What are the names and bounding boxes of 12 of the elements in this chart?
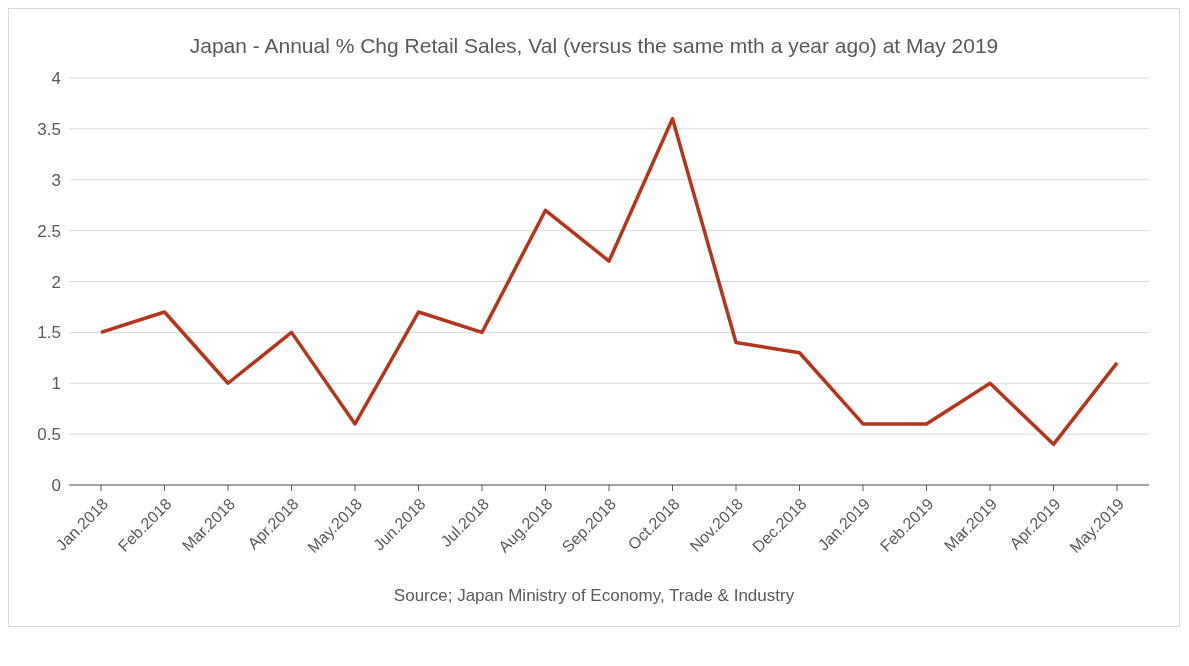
y-tick-label: 2.5 xyxy=(37,221,61,241)
y-tick-label: 1 xyxy=(51,374,61,394)
y-tick-label: 0 xyxy=(51,476,61,496)
source-note: Source; Japan Ministry of Economy, Trade & Industry xyxy=(392,586,796,607)
y-tick-label: 4 xyxy=(51,69,61,89)
line-series xyxy=(99,116,1119,447)
y-tick-label: 0.5 xyxy=(37,425,61,445)
y-tick-label: 1.5 xyxy=(37,323,61,343)
y-tick-label: 3.5 xyxy=(37,119,61,139)
y-tick-label: 2 xyxy=(51,272,61,292)
chart-title: Japan - Annual % Chg Retail Sales, Val (versus the same mth a year ago) at May 2019 xyxy=(188,33,1000,59)
y-tick-label: 3 xyxy=(51,170,61,190)
